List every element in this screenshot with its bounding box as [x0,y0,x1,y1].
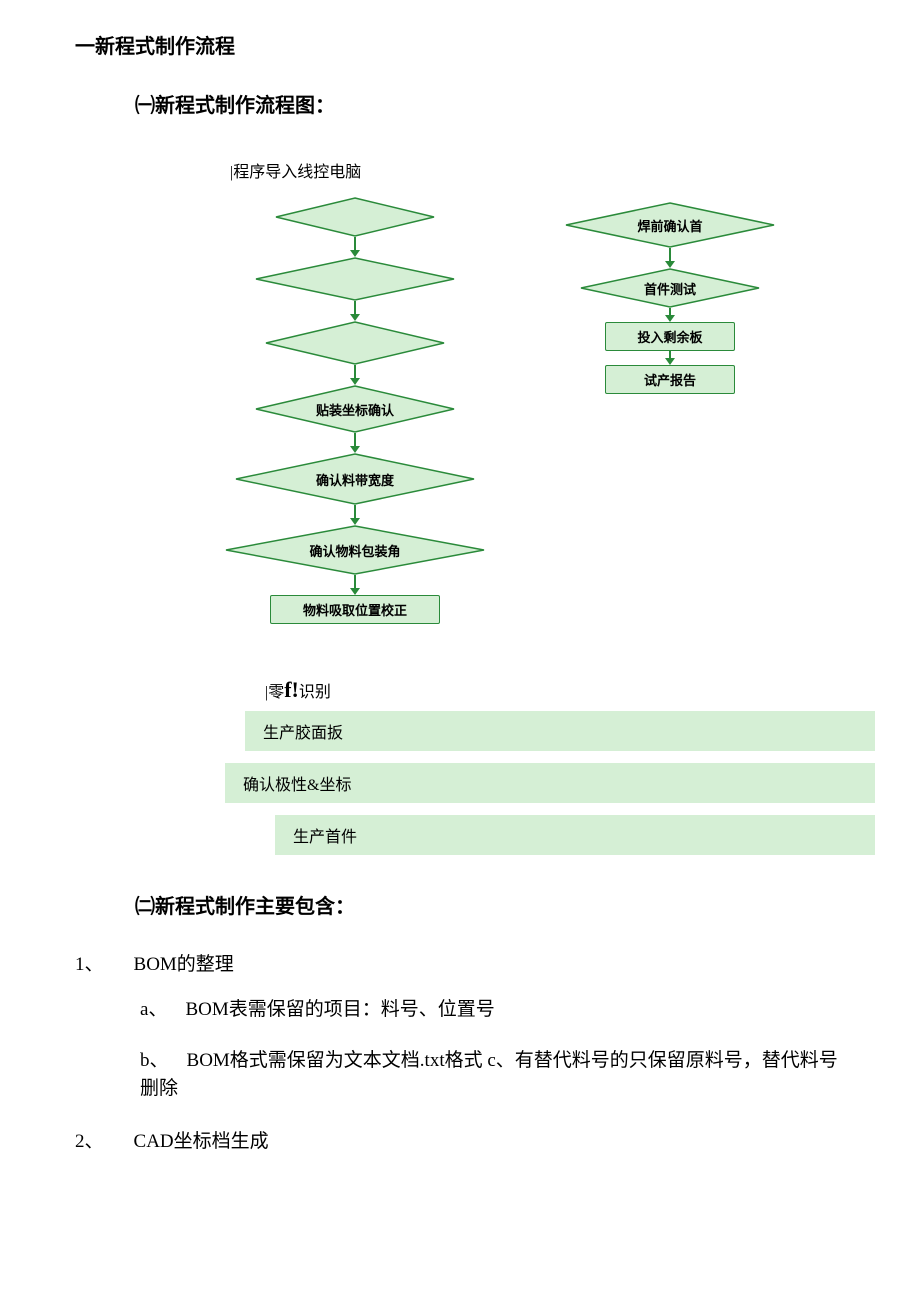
diamond-1 [275,197,435,237]
list-item-2: 2、 CAD坐标档生成 [75,1126,845,1153]
arrow-icon [669,248,671,262]
arrow-icon [354,433,356,447]
arrow-icon [669,351,671,359]
flowchart-area: 贴装坐标确认 确认料带宽度 确认物料包装角 物料吸取位置校正 焊前确认首 首件测… [75,197,845,667]
arrow-icon [354,301,356,315]
list-1-sub-b: b、BOM格式需保留为文本文档.txt格式 c、有替代料号的只保留原料号，替代料… [140,1047,845,1104]
diamond-3 [265,321,445,365]
right-diamond-1: 焊前确认首 [565,202,775,248]
right-rect-2: 试产报告 [605,365,735,394]
diamond-4-label: 贴装坐标确认 [316,400,394,419]
zero-f: f! [284,677,299,702]
sub-a-letter: a、 [140,999,167,1020]
arrow-icon [669,308,671,316]
arrow-icon [354,505,356,519]
list-2-num: 2、 [75,1131,104,1152]
left-flow: 贴装坐标确认 确认料带宽度 确认物料包装角 物料吸取位置校正 [215,197,495,624]
diamond-6-label: 确认物料包装角 [309,541,400,560]
diamond-4: 贴装坐标确认 [255,385,455,433]
diamond-5-label: 确认料带宽度 [316,470,394,489]
arrow-icon [354,365,356,379]
zero-suffix: 识别 [299,684,331,701]
diamond-5: 确认料带宽度 [235,453,475,505]
bar-1: 生产胶面扳 [245,711,875,751]
list-item-1: 1、 BOM的整理 [75,949,845,976]
right-rect-1: 投入剩余板 [605,322,735,351]
right-diamond-1-label: 焊前确认首 [637,216,702,235]
list-1-num: 1、 [75,954,104,975]
section2-heading: ㈡新程式制作主要包含： [135,890,845,919]
list-1-title: BOM的整理 [134,954,234,975]
flow-label: |程序导入线控电脑 [230,158,845,182]
sub-b-letter: b、 [140,1050,169,1071]
zero-prefix: |零 [265,684,284,701]
heading-main: 一新程式制作流程 [75,30,845,59]
right-flow: 焊前确认首 首件测试 投入剩余板 试产报告 [555,202,785,394]
arrow-icon [354,575,356,589]
left-rect: 物料吸取位置校正 [270,595,440,624]
list-1-sub-a: a、 BOM表需保留的项目：料号、位置号 [140,996,845,1025]
list-2-title: CAD坐标档生成 [134,1131,269,1152]
heading-sub: ㈠新程式制作流程图： [135,89,845,118]
diamond-2 [255,257,455,301]
right-diamond-2-label: 首件测试 [644,279,696,298]
zero-label: |零f!识别 [265,677,845,703]
right-diamond-2: 首件测试 [580,268,760,308]
diamond-6: 确认物料包装角 [225,525,485,575]
bar-2: 确认极性&坐标 [225,763,875,803]
sub-a-text: BOM表需保留的项目：料号、位置号 [185,999,494,1020]
arrow-icon [354,237,356,251]
bar-3: 生产首件 [275,815,875,855]
sub-b-text: BOM格式需保留为文本文档.txt格式 c、有替代料号的只保留原料号，替代料号删… [140,1050,838,1100]
